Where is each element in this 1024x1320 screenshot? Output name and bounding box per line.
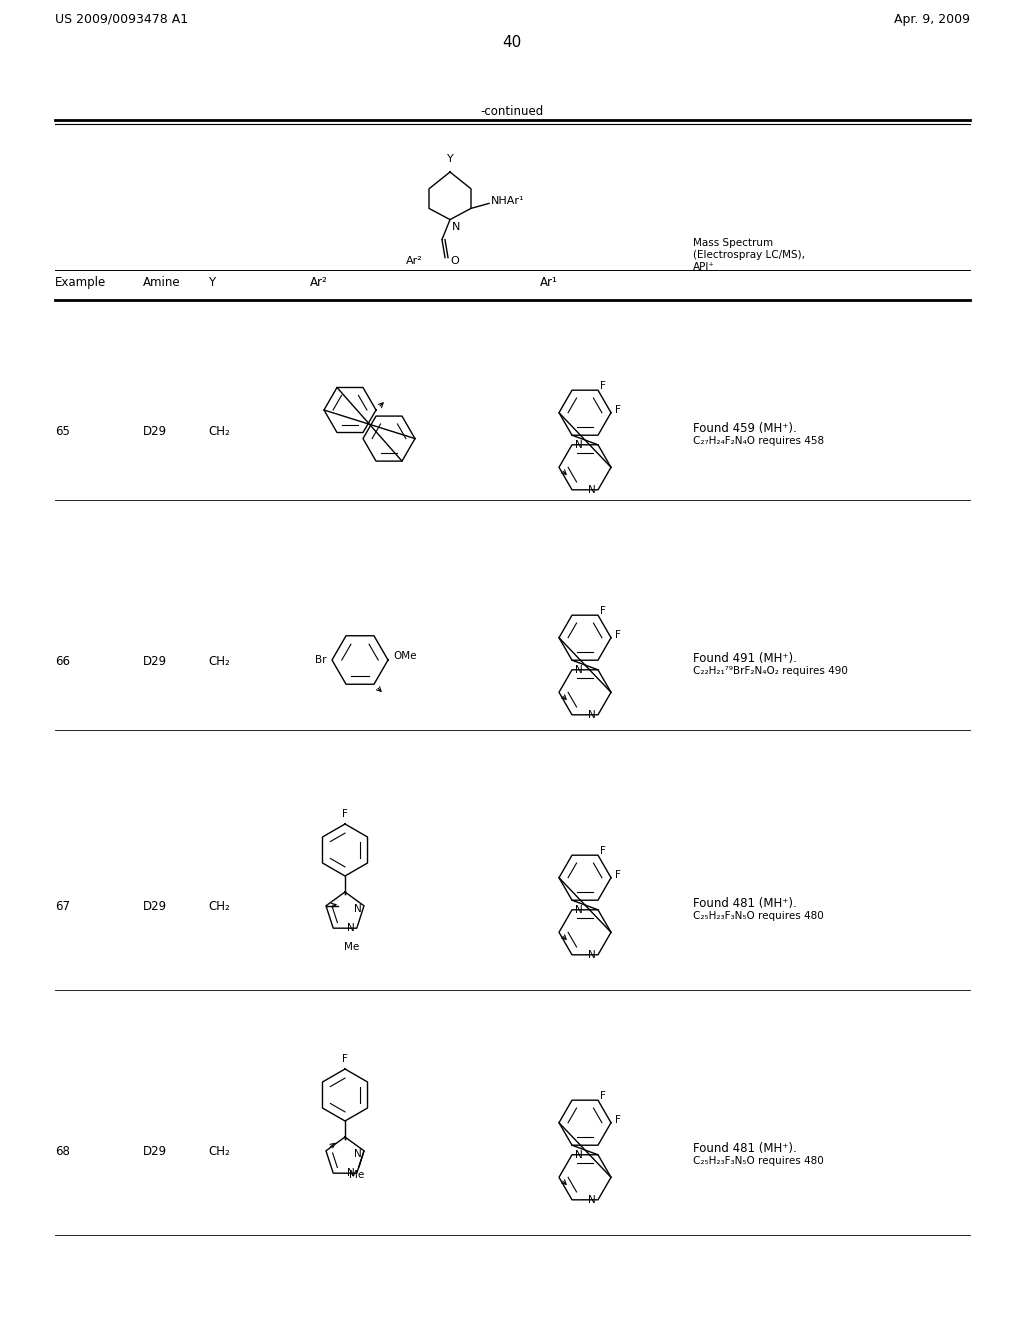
- Text: F: F: [615, 630, 621, 640]
- Text: F: F: [342, 809, 348, 818]
- Text: Ar²: Ar²: [310, 276, 328, 289]
- Text: C₂₅H₂₃F₃N₅O requires 480: C₂₅H₂₃F₃N₅O requires 480: [693, 1156, 823, 1166]
- Text: D29: D29: [143, 425, 167, 438]
- Text: N: N: [575, 1150, 583, 1160]
- Text: F: F: [615, 1114, 621, 1125]
- Text: N: N: [354, 1148, 362, 1159]
- Text: Found 459 (MH⁺).: Found 459 (MH⁺).: [693, 422, 797, 436]
- Text: Amine: Amine: [143, 276, 180, 289]
- Text: API⁺: API⁺: [693, 261, 715, 272]
- Text: 65: 65: [55, 425, 70, 438]
- Text: US 2009/0093478 A1: US 2009/0093478 A1: [55, 13, 188, 26]
- Text: Y: Y: [446, 154, 454, 164]
- Text: -continued: -continued: [480, 106, 544, 117]
- Text: F: F: [600, 846, 606, 857]
- Text: (Electrospray LC/MS),: (Electrospray LC/MS),: [693, 249, 805, 260]
- Text: F: F: [615, 870, 621, 879]
- Text: CH₂: CH₂: [208, 1144, 229, 1158]
- Text: 40: 40: [503, 36, 521, 50]
- Text: NHAr¹: NHAr¹: [490, 197, 524, 206]
- Text: C₂₇H₂₄F₂N₄O requires 458: C₂₇H₂₄F₂N₄O requires 458: [693, 436, 824, 446]
- Text: 67: 67: [55, 900, 70, 913]
- Text: D29: D29: [143, 1144, 167, 1158]
- Text: N: N: [347, 1168, 354, 1179]
- Text: D29: D29: [143, 900, 167, 913]
- Text: OMe: OMe: [393, 651, 417, 661]
- Text: Y: Y: [208, 276, 215, 289]
- Text: CH₂: CH₂: [208, 900, 229, 913]
- Text: Mass Spectrum: Mass Spectrum: [693, 238, 773, 248]
- Text: Ar¹: Ar¹: [540, 276, 558, 289]
- Text: F: F: [600, 381, 606, 391]
- Text: C₂₂H₂₁⁷⁹BrF₂N₄O₂ requires 490: C₂₂H₂₁⁷⁹BrF₂N₄O₂ requires 490: [693, 667, 848, 676]
- Text: N: N: [347, 923, 354, 933]
- Text: Apr. 9, 2009: Apr. 9, 2009: [894, 13, 970, 26]
- Text: Found 491 (MH⁺).: Found 491 (MH⁺).: [693, 652, 797, 665]
- Text: N: N: [588, 710, 596, 719]
- Text: N: N: [588, 484, 596, 495]
- Text: Ar²: Ar²: [407, 256, 423, 265]
- Text: Me: Me: [344, 942, 359, 952]
- Text: D29: D29: [143, 655, 167, 668]
- Text: CH₂: CH₂: [208, 655, 229, 668]
- Text: C₂₅H₂₃F₃N₅O requires 480: C₂₅H₂₃F₃N₅O requires 480: [693, 911, 823, 921]
- Text: 68: 68: [55, 1144, 70, 1158]
- Text: N: N: [354, 904, 362, 913]
- Text: N: N: [588, 950, 596, 960]
- Text: Example: Example: [55, 276, 106, 289]
- Text: F: F: [600, 1092, 606, 1101]
- Text: N: N: [588, 1195, 596, 1205]
- Text: F: F: [342, 1053, 348, 1064]
- Text: 66: 66: [55, 655, 70, 668]
- Text: N: N: [575, 904, 583, 915]
- Text: Me: Me: [349, 1170, 365, 1180]
- Text: N: N: [575, 440, 583, 450]
- Text: O: O: [450, 256, 459, 265]
- Text: N: N: [575, 665, 583, 675]
- Text: N: N: [452, 222, 461, 231]
- Text: F: F: [615, 405, 621, 414]
- Text: Found 481 (MH⁺).: Found 481 (MH⁺).: [693, 1142, 797, 1155]
- Text: Br: Br: [315, 655, 327, 665]
- Text: CH₂: CH₂: [208, 425, 229, 438]
- Text: F: F: [600, 606, 606, 616]
- Text: Found 481 (MH⁺).: Found 481 (MH⁺).: [693, 898, 797, 909]
